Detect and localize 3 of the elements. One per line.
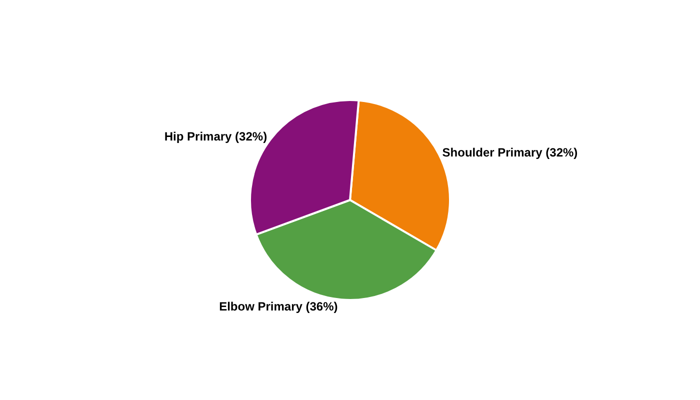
slice-label: Shoulder Primary (32%)	[442, 146, 578, 160]
slice-label: Hip Primary (32%)	[164, 130, 268, 144]
slice-label: Elbow Primary (36%)	[219, 300, 338, 314]
